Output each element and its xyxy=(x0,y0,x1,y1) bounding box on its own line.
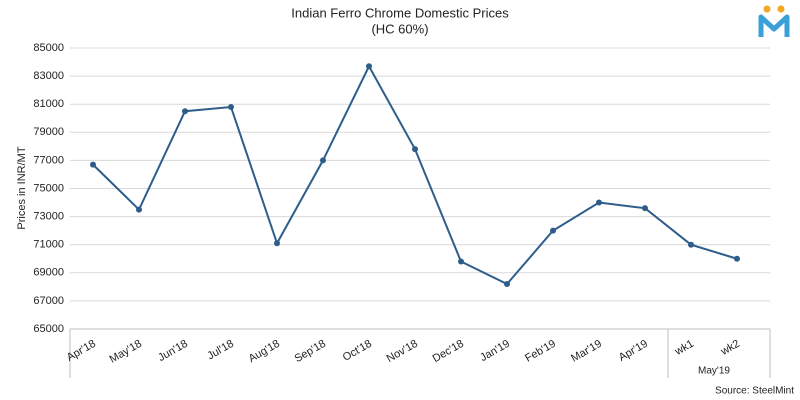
y-tick-label: 73000 xyxy=(33,211,64,223)
x-tick-label: Mar'19 xyxy=(569,338,604,365)
y-tick-label: 79000 xyxy=(33,126,64,138)
x-tick-label: May'18 xyxy=(108,338,144,366)
y-tick-label: 67000 xyxy=(33,295,64,307)
chart-title: Indian Ferro Chrome Domestic Prices xyxy=(291,5,509,20)
y-tick-label: 65000 xyxy=(33,323,64,335)
x-tick-label: wk1 xyxy=(672,338,696,359)
y-tick-label: 75000 xyxy=(33,182,64,194)
y-tick-label: 71000 xyxy=(33,239,64,251)
y-axis-label: Prices in INR/MT xyxy=(16,146,28,229)
point xyxy=(366,63,372,70)
point xyxy=(274,240,280,247)
source: Source: SteelMint xyxy=(715,386,794,397)
point xyxy=(228,104,234,111)
x-tick-label: Oct'18 xyxy=(341,338,374,364)
x-tick-label: Jul'18 xyxy=(205,338,236,363)
chart-subtitle: (HC 60%) xyxy=(371,21,428,36)
point xyxy=(596,199,602,206)
point xyxy=(734,255,740,262)
point xyxy=(642,205,648,212)
x-tick-label: Dec'18 xyxy=(431,338,466,365)
point xyxy=(136,206,142,213)
point xyxy=(688,241,694,248)
line xyxy=(92,64,738,286)
y-tick-label: 83000 xyxy=(33,70,64,82)
y-tick-label: 77000 xyxy=(33,154,64,166)
x-tick-label: Sep'18 xyxy=(293,338,328,365)
point xyxy=(412,146,418,153)
logo xyxy=(758,5,790,37)
point xyxy=(550,227,556,234)
x-group-label: May'19 xyxy=(698,366,730,377)
x-tick-label: Apr'19 xyxy=(617,338,650,364)
point xyxy=(90,161,96,168)
x-tick-label: Jan'19 xyxy=(478,338,512,364)
y-tick-label: 85000 xyxy=(33,42,64,54)
point xyxy=(320,157,326,164)
x-tick-label: Aug'18 xyxy=(247,338,282,365)
point xyxy=(458,258,464,265)
x-tick-label: Jun'18 xyxy=(156,338,190,364)
y-tick-label: 69000 xyxy=(33,267,64,279)
x-tick-label: wk2 xyxy=(718,338,742,359)
point xyxy=(504,281,510,288)
x-tick-label: Feb'19 xyxy=(523,338,558,365)
point xyxy=(182,108,188,115)
x-tick-label: Nov'18 xyxy=(385,338,420,365)
y-tick-label: 81000 xyxy=(33,98,64,110)
